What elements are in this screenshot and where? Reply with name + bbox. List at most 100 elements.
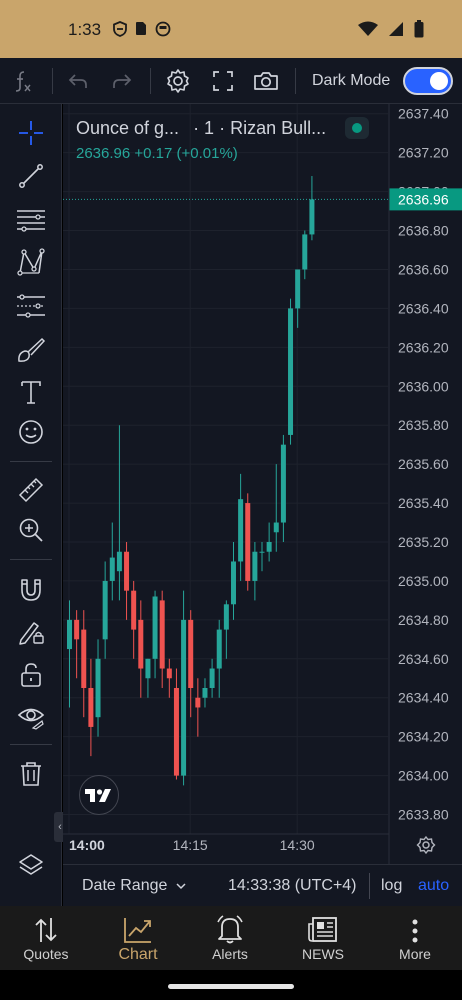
settings-icon[interactable]	[164, 67, 192, 95]
prediction-icon[interactable]	[15, 290, 47, 322]
unlock-icon[interactable]	[15, 659, 47, 691]
y-tick-label: 2636.40	[398, 300, 449, 316]
auto-scale-button[interactable]: auto	[418, 877, 450, 894]
nav-label: Alerts	[212, 946, 248, 962]
undo-icon[interactable]	[64, 67, 92, 95]
shield-icon	[113, 21, 127, 37]
candle-body	[166, 668, 172, 679]
y-tick-label: 2634.40	[398, 690, 449, 706]
nav-label: Chart	[118, 946, 158, 963]
timezone-display[interactable]: 14:33:38 (UTC+4)	[228, 877, 357, 894]
chevron-down-icon	[176, 883, 186, 890]
candlestick-chart[interactable]: 2637.402637.202637.002636.802636.602636.…	[63, 104, 462, 864]
brush-icon[interactable]	[15, 334, 47, 366]
y-tick-label: 2636.20	[398, 339, 449, 355]
y-tick-label: 2635.80	[398, 417, 449, 433]
status-time: 1:33	[68, 20, 102, 39]
y-tick-label: 2634.00	[398, 768, 449, 784]
nav-alerts[interactable]: Alerts	[184, 906, 276, 970]
pattern-icon[interactable]	[15, 246, 47, 278]
log-scale-button[interactable]: log	[381, 877, 403, 894]
candle-body	[209, 668, 215, 688]
nav-chart[interactable]: Chart	[92, 906, 184, 970]
candle-body	[280, 444, 286, 523]
candle-body	[131, 590, 137, 630]
candle-body	[138, 619, 144, 669]
candle-body	[152, 596, 158, 659]
trash-icon[interactable]	[15, 758, 47, 790]
status-bar: 1:33	[0, 0, 462, 58]
tradingview-logo-icon	[85, 789, 111, 802]
nav-label: More	[399, 946, 431, 962]
last-price-badge	[389, 188, 462, 211]
candle-body	[88, 688, 94, 727]
cell-signal-icon	[389, 22, 403, 36]
candle-body	[173, 688, 179, 776]
x-tick-label: 14:00	[69, 837, 105, 853]
sidebar-divider	[10, 461, 52, 462]
nav-label: Quotes	[23, 946, 69, 962]
y-tick-label: 2635.40	[398, 495, 449, 511]
y-tick-label: 2637.40	[398, 106, 449, 122]
scale-settings-icon[interactable]	[416, 835, 436, 855]
drawing-toolbar	[0, 104, 62, 906]
chart-toolbar: Dark Mode	[0, 58, 462, 104]
fullscreen-icon[interactable]	[209, 67, 237, 95]
symbol-legend[interactable]: Ounce of g... · 1 · Rizan Bull...	[76, 118, 326, 139]
y-tick-label: 2637.20	[398, 145, 449, 161]
toolbar-divider	[150, 68, 151, 94]
emoji-icon[interactable]	[15, 416, 47, 448]
alerts-icon	[217, 915, 243, 944]
candle-body	[116, 551, 122, 572]
dark-mode-toggle[interactable]	[403, 67, 453, 95]
candle-body	[223, 604, 229, 630]
toolbar-divider	[295, 68, 296, 94]
y-tick-label: 2635.60	[398, 456, 449, 472]
zoom-in-icon[interactable]	[15, 514, 47, 546]
candle-body	[81, 629, 87, 688]
redo-icon[interactable]	[108, 67, 136, 95]
candle-body	[238, 499, 244, 562]
eye-icon[interactable]	[15, 700, 47, 732]
candle-body	[302, 234, 308, 270]
tradingview-logo[interactable]	[79, 775, 119, 815]
gesture-handle[interactable]	[168, 984, 294, 989]
dark-mode-label: Dark Mode	[312, 72, 391, 89]
crosshair-icon[interactable]	[15, 117, 47, 149]
camera-icon[interactable]	[252, 67, 280, 95]
sim-card-icon	[136, 22, 146, 35]
y-tick-label: 2635.00	[398, 573, 449, 589]
ruler-icon[interactable]	[15, 474, 47, 506]
candle-body	[259, 551, 265, 553]
function-icon[interactable]	[8, 67, 36, 95]
candle-body	[252, 551, 258, 581]
market-status-icon[interactable]	[345, 117, 369, 139]
y-tick-label: 2636.60	[398, 261, 449, 277]
layers-icon[interactable]	[15, 850, 47, 882]
chart-icon	[124, 918, 151, 943]
nav-quotes[interactable]: Quotes	[0, 906, 92, 970]
candle-body	[74, 619, 80, 640]
candle-body	[95, 658, 101, 718]
date-range-button[interactable]: Date Range	[82, 877, 187, 895]
battery-icon	[414, 20, 424, 38]
last-price-label: 2636.96	[398, 191, 449, 207]
magnet-icon[interactable]	[15, 574, 47, 606]
fib-retracement-icon[interactable]	[15, 204, 47, 236]
sidebar-divider	[10, 744, 52, 745]
legend-symbol: Ounce of g...	[76, 118, 180, 138]
y-tick-label: 2636.00	[398, 378, 449, 394]
candle-body	[67, 619, 72, 650]
nav-more[interactable]: More	[369, 906, 461, 970]
trend-line-icon[interactable]	[15, 160, 47, 192]
lock-drawing-icon[interactable]	[15, 616, 47, 648]
text-icon[interactable]	[15, 376, 47, 408]
candle-body	[195, 697, 201, 708]
wifi-icon	[358, 21, 378, 36]
bottom-navigation: Quotes Chart Alerts NEWS More	[0, 906, 462, 970]
chart-bottom-bar: Date Range 14:33:38 (UTC+4) log auto	[63, 864, 462, 906]
nav-news[interactable]: NEWS	[277, 906, 369, 970]
more-icon	[412, 919, 418, 943]
y-tick-label: 2636.80	[398, 223, 449, 239]
candle-body	[202, 688, 208, 698]
